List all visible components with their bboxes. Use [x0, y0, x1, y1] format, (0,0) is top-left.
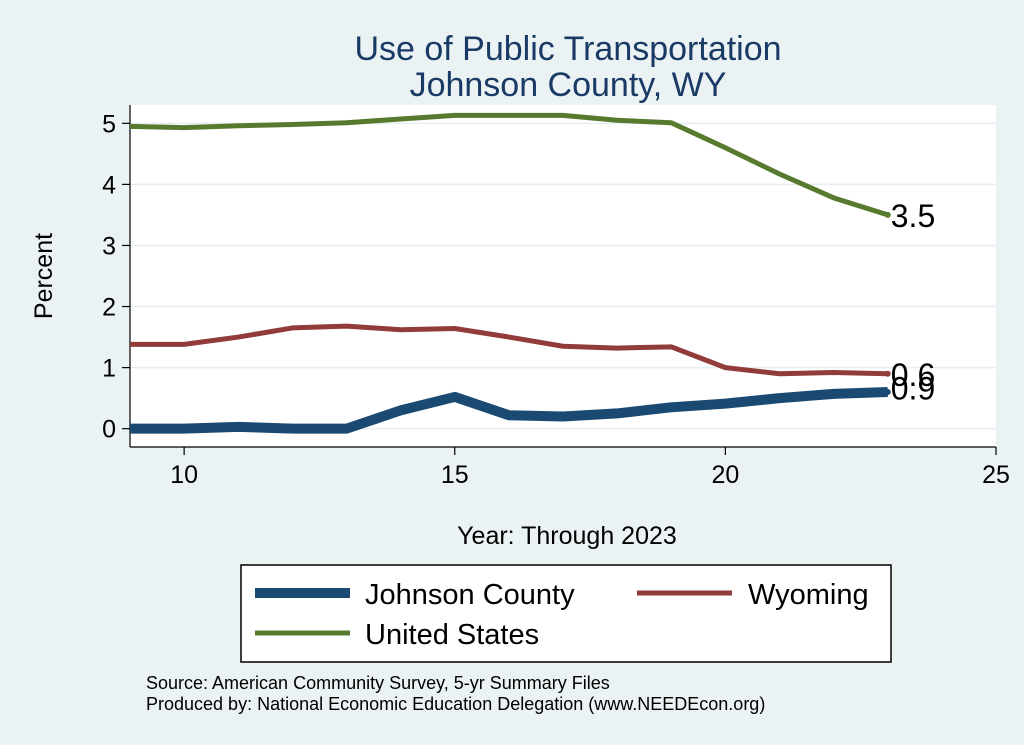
end-label-united-states: 3.5	[891, 198, 935, 234]
y-tick-label-4: 4	[102, 171, 116, 199]
y-tick-label-2: 2	[102, 294, 116, 322]
end-point-johnson-county	[884, 389, 891, 396]
chart-title-line-1: Use of Public Transportation	[354, 30, 781, 68]
y-tick-label-5: 5	[102, 110, 116, 138]
producer-note: Produced by: National Economic Education…	[146, 694, 765, 714]
chart-title-line-2: Johnson County, WY	[410, 66, 727, 104]
y-tick-label-0: 0	[102, 416, 116, 444]
end-point-united-states	[884, 211, 891, 218]
x-tick-label-15: 15	[441, 461, 469, 489]
x-tick-label-10: 10	[170, 461, 198, 489]
y-axis-label: Percent	[30, 233, 58, 319]
x-tick-label-20: 20	[711, 461, 739, 489]
series-line-wyoming	[130, 323, 888, 377]
end-label-wyoming: 0.9	[891, 371, 935, 407]
y-tick-label-1: 1	[102, 355, 116, 383]
axes: 0 1 2 3 4 5 10 15 20 25	[102, 105, 1010, 489]
x-tick-label-25: 25	[982, 461, 1010, 489]
legend-label-united-states: United States	[365, 619, 539, 651]
end-labels: 3.5 0.90.6	[891, 198, 935, 407]
y-tick-label-3: 3	[102, 232, 116, 260]
series-line-united-states	[129, 112, 889, 218]
series-line-johnson-county	[130, 387, 888, 434]
source-note: Source: American Community Survey, 5-yr …	[146, 673, 610, 693]
end-point-wyoming	[884, 370, 891, 377]
series-lines	[129, 112, 891, 434]
end-label-johnson-county: 0.6	[891, 357, 935, 393]
x-axis-label: Year: Through 2023	[457, 522, 677, 550]
legend: Johnson County Wyoming United States	[240, 564, 892, 663]
legend-label-wyoming: Wyoming	[748, 579, 869, 611]
legend-label-johnson-county: Johnson County	[365, 579, 575, 611]
legend-box	[240, 564, 892, 663]
